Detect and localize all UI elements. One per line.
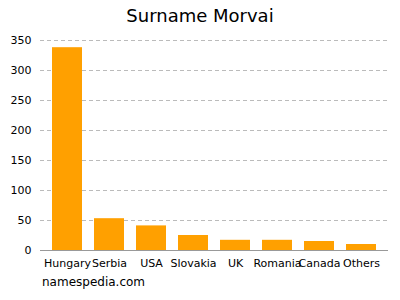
svg-text:100: 100: [11, 184, 32, 197]
svg-text:350: 350: [11, 34, 32, 47]
svg-text:Hungary: Hungary: [44, 257, 91, 270]
svg-text:150: 150: [11, 154, 32, 167]
svg-text:Romania: Romania: [253, 257, 301, 270]
svg-text:Canada: Canada: [299, 257, 341, 270]
svg-text:0: 0: [25, 244, 32, 257]
svg-text:Serbia: Serbia: [92, 257, 127, 270]
svg-text:USA: USA: [140, 257, 163, 270]
svg-text:Others: Others: [343, 257, 380, 270]
svg-text:Slovakia: Slovakia: [170, 257, 216, 270]
html-text:Surname Morvai: Surname Morvai: [126, 5, 274, 26]
svg-text:250: 250: [11, 94, 32, 107]
html-text:namespedia.com: namespedia.com: [42, 275, 145, 289]
svg-text:50: 50: [18, 214, 32, 227]
svg-text:300: 300: [11, 64, 32, 77]
svg-text:UK: UK: [228, 257, 244, 270]
svg-text:200: 200: [11, 124, 32, 137]
